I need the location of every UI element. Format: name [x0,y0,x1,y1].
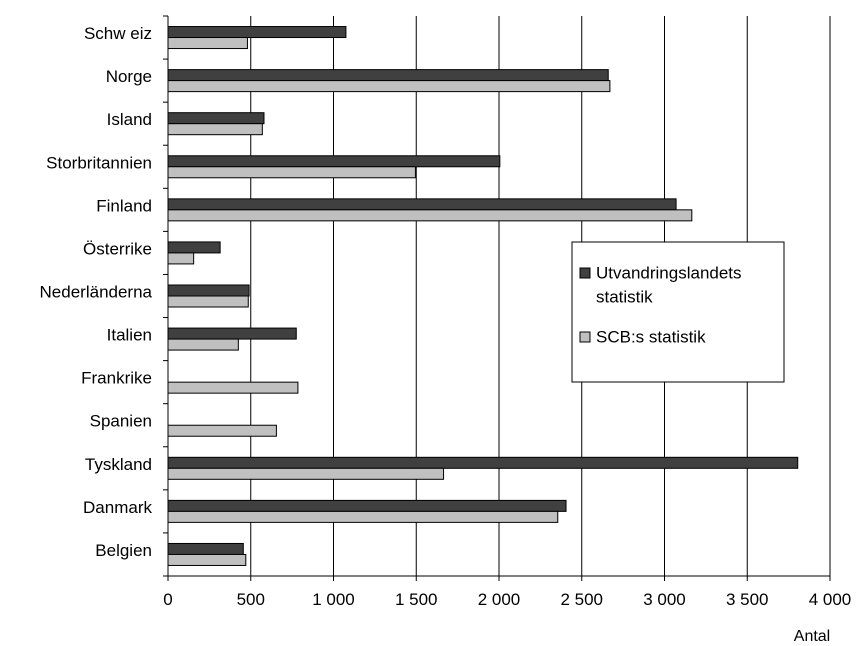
x-tick-label: 0 [163,590,172,609]
bar-utvandringslandets-7 [167,327,297,340]
bar-utvandringslandets-6 [167,284,250,297]
bar-scb-8 [167,381,299,394]
x-tick-labels: 0 500 1 000 1 500 2 000 2 500 3 000 3 500 4 000 [163,590,851,609]
x-axis-title: Antal [794,628,830,645]
bars [167,26,799,566]
category-labels: Schw eiz Norge Island Storbritannien Finland… [40,24,153,560]
legend-label: SCB:s statistik [596,327,706,346]
category-label: Storbritannien [46,153,152,172]
bar-scb-12 [167,553,247,566]
bar-utvandringslandets-5 [167,241,221,254]
bar-scb-11 [167,510,559,523]
x-tick-label: 2 000 [478,590,521,609]
category-label: Spanien [90,412,152,431]
category-label: Belgien [95,541,152,560]
bar-utvandringslandets-11 [167,499,567,512]
bar-utvandringslandets-1 [167,69,609,82]
bar-scb-3 [167,166,416,179]
legend-swatch [579,267,591,279]
x-tick-label: 2 500 [560,590,603,609]
axes [163,15,831,581]
x-tick-label: 3 000 [643,590,686,609]
category-label: Schw eiz [84,24,152,43]
x-tick-label: 4 000 [809,590,852,609]
x-tick-label: 500 [237,590,265,609]
bar-utvandringslandets-0 [167,26,347,39]
x-tick-label: 1 000 [312,590,355,609]
bar-scb-0 [167,37,248,50]
bar-scb-10 [167,467,445,480]
x-tick-label: 3 500 [726,590,769,609]
bar-utvandringslandets-2 [167,112,265,125]
category-label: Finland [96,196,152,215]
bar-utvandringslandets-10 [167,456,799,469]
bar-scb-2 [167,123,263,136]
category-label: Island [107,110,152,129]
legend-label: Utvandringslandets [596,263,742,282]
category-label: Nederländerna [40,282,153,301]
category-label: Tyskland [85,455,152,474]
bar-scb-6 [167,295,249,308]
category-label: Danmark [83,498,152,517]
bar-scb-5 [167,252,195,265]
bar-scb-9 [167,424,277,437]
x-tick-label: 1 500 [395,590,438,609]
bar-utvandringslandets-4 [167,198,677,211]
bar-scb-7 [167,338,239,351]
category-label: Italien [107,326,152,345]
legend-box [571,241,785,383]
bar-utvandringslandets-3 [167,155,501,168]
category-label: Frankrike [81,369,152,388]
legend-swatch [579,331,591,343]
bar-scb-1 [167,80,611,93]
bar-scb-4 [167,209,693,222]
legend-label: statistik [596,287,653,306]
bar-utvandringslandets-12 [167,542,244,555]
category-label: Österrike [83,239,152,258]
category-label: Norge [106,67,152,86]
legend: Utvandringslandets statistik SCB:s statist… [571,241,785,383]
